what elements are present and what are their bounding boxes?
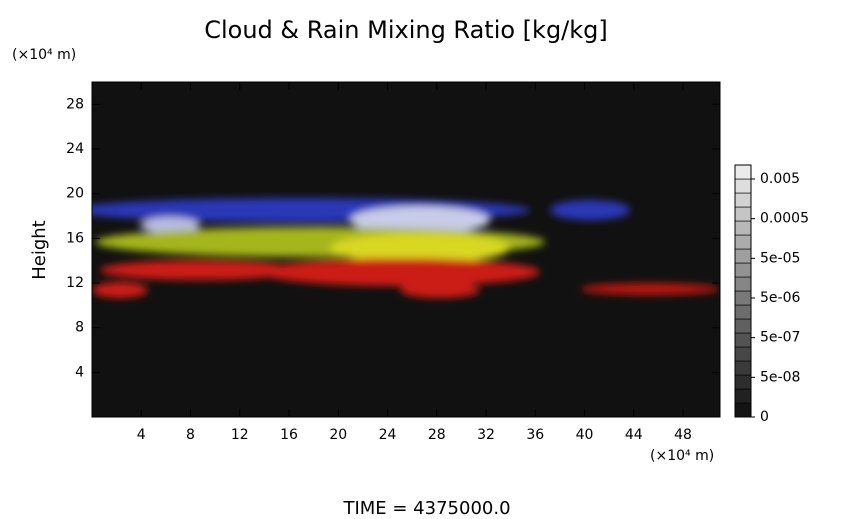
x-tick-label: 32 bbox=[477, 427, 495, 443]
x-tick-label: 12 bbox=[231, 427, 249, 443]
cloud-yellow bbox=[330, 233, 510, 263]
x-tick-label: 20 bbox=[329, 427, 347, 443]
colorbar-band bbox=[734, 360, 752, 376]
colorbar-band bbox=[734, 234, 752, 250]
colorbar-band bbox=[734, 332, 752, 348]
x-tick-label: 28 bbox=[428, 427, 446, 443]
colorbar-band bbox=[734, 304, 752, 320]
y-axis-label: Height bbox=[29, 220, 50, 280]
x-tick-label: 8 bbox=[186, 427, 195, 443]
y-tick-label: 12 bbox=[66, 275, 84, 291]
colorbar-band bbox=[734, 192, 752, 208]
colorbar-band bbox=[734, 248, 752, 264]
cloud-red bbox=[100, 260, 300, 280]
colorbar-label: 5e-06 bbox=[760, 290, 800, 306]
x-tick-label: 48 bbox=[674, 427, 692, 443]
cloud-white bbox=[350, 206, 490, 234]
y-tick-label: 8 bbox=[75, 320, 84, 336]
cloud-blue bbox=[550, 200, 630, 220]
colorbar-band bbox=[734, 276, 752, 292]
colorbar-label: 0 bbox=[760, 409, 769, 425]
cloud-red bbox=[92, 282, 148, 298]
colorbar-band bbox=[734, 220, 752, 236]
colorbar-band bbox=[734, 374, 752, 390]
y-tick-label: 4 bbox=[75, 364, 84, 380]
colorbar-band bbox=[734, 402, 752, 418]
x-tick-label: 44 bbox=[625, 427, 643, 443]
colorbar-label: 5e-05 bbox=[760, 250, 800, 266]
colorbar-band bbox=[734, 318, 752, 334]
x-tick-label: 4 bbox=[137, 427, 146, 443]
y-tick-label: 24 bbox=[66, 141, 84, 157]
colorbar-label: 0.005 bbox=[760, 171, 800, 187]
x-tick-label: 36 bbox=[526, 427, 544, 443]
y-unit: (×10⁴ m) bbox=[12, 47, 76, 63]
x-tick-label: 24 bbox=[379, 427, 397, 443]
cloud-red bbox=[260, 258, 540, 286]
cloud-render bbox=[92, 198, 720, 298]
cloud-white bbox=[140, 217, 200, 233]
colorbar-band bbox=[734, 262, 752, 278]
y-tick-label: 20 bbox=[66, 186, 84, 202]
cloud-red bbox=[400, 282, 480, 298]
cloud-red bbox=[580, 283, 720, 295]
time-label: TIME = 4375000.0 bbox=[342, 498, 510, 519]
colorbar-band bbox=[734, 346, 752, 362]
colorbar-band bbox=[734, 178, 752, 194]
colorbar-label: 0.0005 bbox=[760, 211, 809, 227]
y-tick-label: 16 bbox=[66, 230, 84, 246]
colorbar-label: 5e-07 bbox=[760, 330, 800, 346]
colorbar-label: 5e-08 bbox=[760, 369, 800, 385]
colorbar-band bbox=[734, 164, 752, 180]
x-unit: (×10⁴ m) bbox=[650, 448, 714, 464]
colorbar-frame bbox=[734, 164, 752, 418]
chart-title: Cloud & Rain Mixing Ratio [kg/kg] bbox=[204, 16, 608, 44]
x-tick-label: 40 bbox=[576, 427, 594, 443]
colorbar-band bbox=[734, 388, 752, 404]
colorbar-band bbox=[734, 206, 752, 222]
x-tick-label: 16 bbox=[280, 427, 298, 443]
plot-frame bbox=[91, 81, 721, 418]
y-tick-label: 28 bbox=[66, 96, 84, 112]
colorbar-band bbox=[734, 290, 752, 306]
